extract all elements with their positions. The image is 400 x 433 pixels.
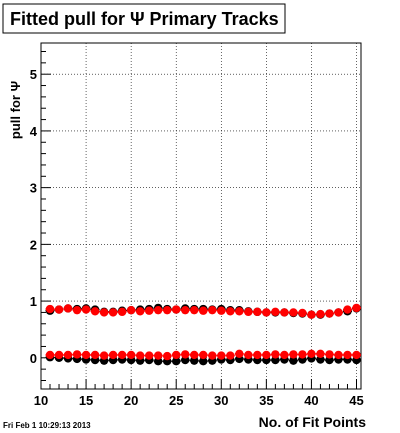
data-point-series-4 — [271, 350, 280, 359]
data-point-series-4 — [316, 349, 325, 359]
data-point-series-4 — [208, 351, 217, 360]
x-tick-label: 20 — [124, 393, 138, 408]
x-tick-label: 45 — [349, 393, 363, 408]
x-tick-label: 15 — [79, 393, 93, 408]
data-point-series-4 — [54, 350, 64, 360]
x-tick-label: 35 — [259, 393, 273, 408]
title-box — [2, 3, 286, 34]
data-point-series-2 — [117, 307, 127, 317]
x-tick-label: 25 — [169, 393, 183, 408]
data-point-series-4 — [226, 351, 235, 360]
data-point-series-2 — [144, 306, 154, 315]
data-point-series-2 — [90, 307, 100, 316]
x-tick-label: 30 — [214, 393, 228, 408]
data-point-series-2 — [262, 308, 271, 317]
data-point-series-2 — [172, 305, 181, 314]
data-markers — [45, 303, 361, 366]
x-axis-label: No. of Fit Points — [259, 414, 367, 430]
data-point-series-4 — [45, 350, 55, 360]
data-point-series-2 — [45, 304, 55, 314]
data-point-series-4 — [162, 351, 172, 361]
data-point-series-4 — [298, 350, 307, 359]
data-point-series-2 — [199, 306, 208, 315]
data-point-series-2 — [280, 308, 289, 317]
data-point-series-2 — [244, 307, 253, 317]
data-point-series-2 — [343, 305, 352, 314]
data-point-series-2 — [108, 308, 118, 317]
data-point-series-2 — [99, 308, 109, 317]
data-point-series-2 — [289, 308, 298, 317]
data-point-series-4 — [235, 349, 244, 359]
chart-title: Fitted pull for Ψ Primary Tracks — [10, 9, 279, 29]
data-point-series-4 — [289, 350, 298, 359]
data-point-series-2 — [226, 307, 235, 316]
data-point-series-2 — [126, 305, 136, 315]
data-point-series-2 — [208, 305, 217, 315]
data-point-series-4 — [199, 350, 208, 360]
data-point-series-2 — [72, 305, 82, 315]
data-point-series-2 — [334, 308, 343, 317]
data-point-series-3 — [172, 357, 181, 366]
data-point-series-2 — [271, 307, 280, 317]
data-point-series-2 — [217, 306, 226, 315]
data-point-series-4 — [90, 350, 100, 360]
data-point-series-4 — [352, 350, 361, 360]
y-tick-label: 5 — [30, 67, 37, 82]
y-tick-label: 3 — [30, 181, 37, 196]
data-point-series-4 — [325, 350, 334, 359]
data-point-series-4 — [108, 350, 118, 360]
data-point-series-4 — [343, 350, 352, 360]
y-tick-label: 2 — [30, 237, 37, 252]
y-axis-label: pull for Ψ — [8, 81, 23, 139]
data-point-series-4 — [99, 351, 109, 360]
data-point-series-2 — [63, 304, 73, 313]
data-point-series-2 — [135, 307, 145, 316]
data-point-series-2 — [325, 309, 334, 318]
data-point-series-4 — [217, 351, 226, 360]
data-point-series-4 — [144, 351, 154, 360]
x-tick-label: 10 — [34, 393, 48, 408]
data-point-series-2 — [153, 305, 163, 315]
data-point-series-4 — [126, 350, 136, 360]
data-point-series-4 — [307, 349, 316, 359]
y-tick-label: 1 — [30, 294, 37, 309]
data-point-series-4 — [135, 351, 145, 360]
data-point-series-4 — [244, 350, 253, 360]
data-point-series-2 — [235, 307, 244, 316]
data-point-series-4 — [190, 350, 199, 360]
y-tick-label: 4 — [30, 124, 38, 139]
data-point-series-2 — [307, 310, 316, 319]
x-tick-label: 40 — [304, 393, 318, 408]
data-point-series-4 — [63, 350, 73, 360]
data-point-series-4 — [181, 350, 190, 359]
data-point-series-2 — [162, 305, 172, 315]
plot-frame — [40, 42, 362, 390]
data-point-series-2 — [316, 309, 325, 319]
data-point-series-4 — [81, 350, 91, 360]
data-point-series-4 — [280, 350, 289, 360]
data-point-series-4 — [262, 350, 271, 360]
data-point-series-4 — [72, 350, 82, 359]
data-point-series-4 — [153, 351, 163, 360]
data-point-series-4 — [253, 350, 262, 360]
data-point-series-4 — [172, 350, 181, 360]
grid-lines — [40, 43, 361, 389]
timestamp: Fri Feb 1 10:29:13 2013 — [3, 421, 91, 430]
data-point-series-2 — [253, 307, 262, 317]
data-point-series-2 — [298, 308, 307, 318]
data-point-series-2 — [190, 305, 199, 315]
data-point-series-2 — [181, 305, 190, 315]
y-tick-label: 0 — [30, 351, 37, 366]
data-point-series-2 — [54, 305, 64, 314]
data-point-series-4 — [117, 350, 127, 360]
data-point-series-3 — [199, 357, 208, 366]
data-point-series-4 — [334, 350, 343, 360]
data-point-series-3 — [289, 356, 298, 365]
data-point-series-2 — [352, 303, 361, 313]
data-point-series-2 — [81, 305, 91, 314]
